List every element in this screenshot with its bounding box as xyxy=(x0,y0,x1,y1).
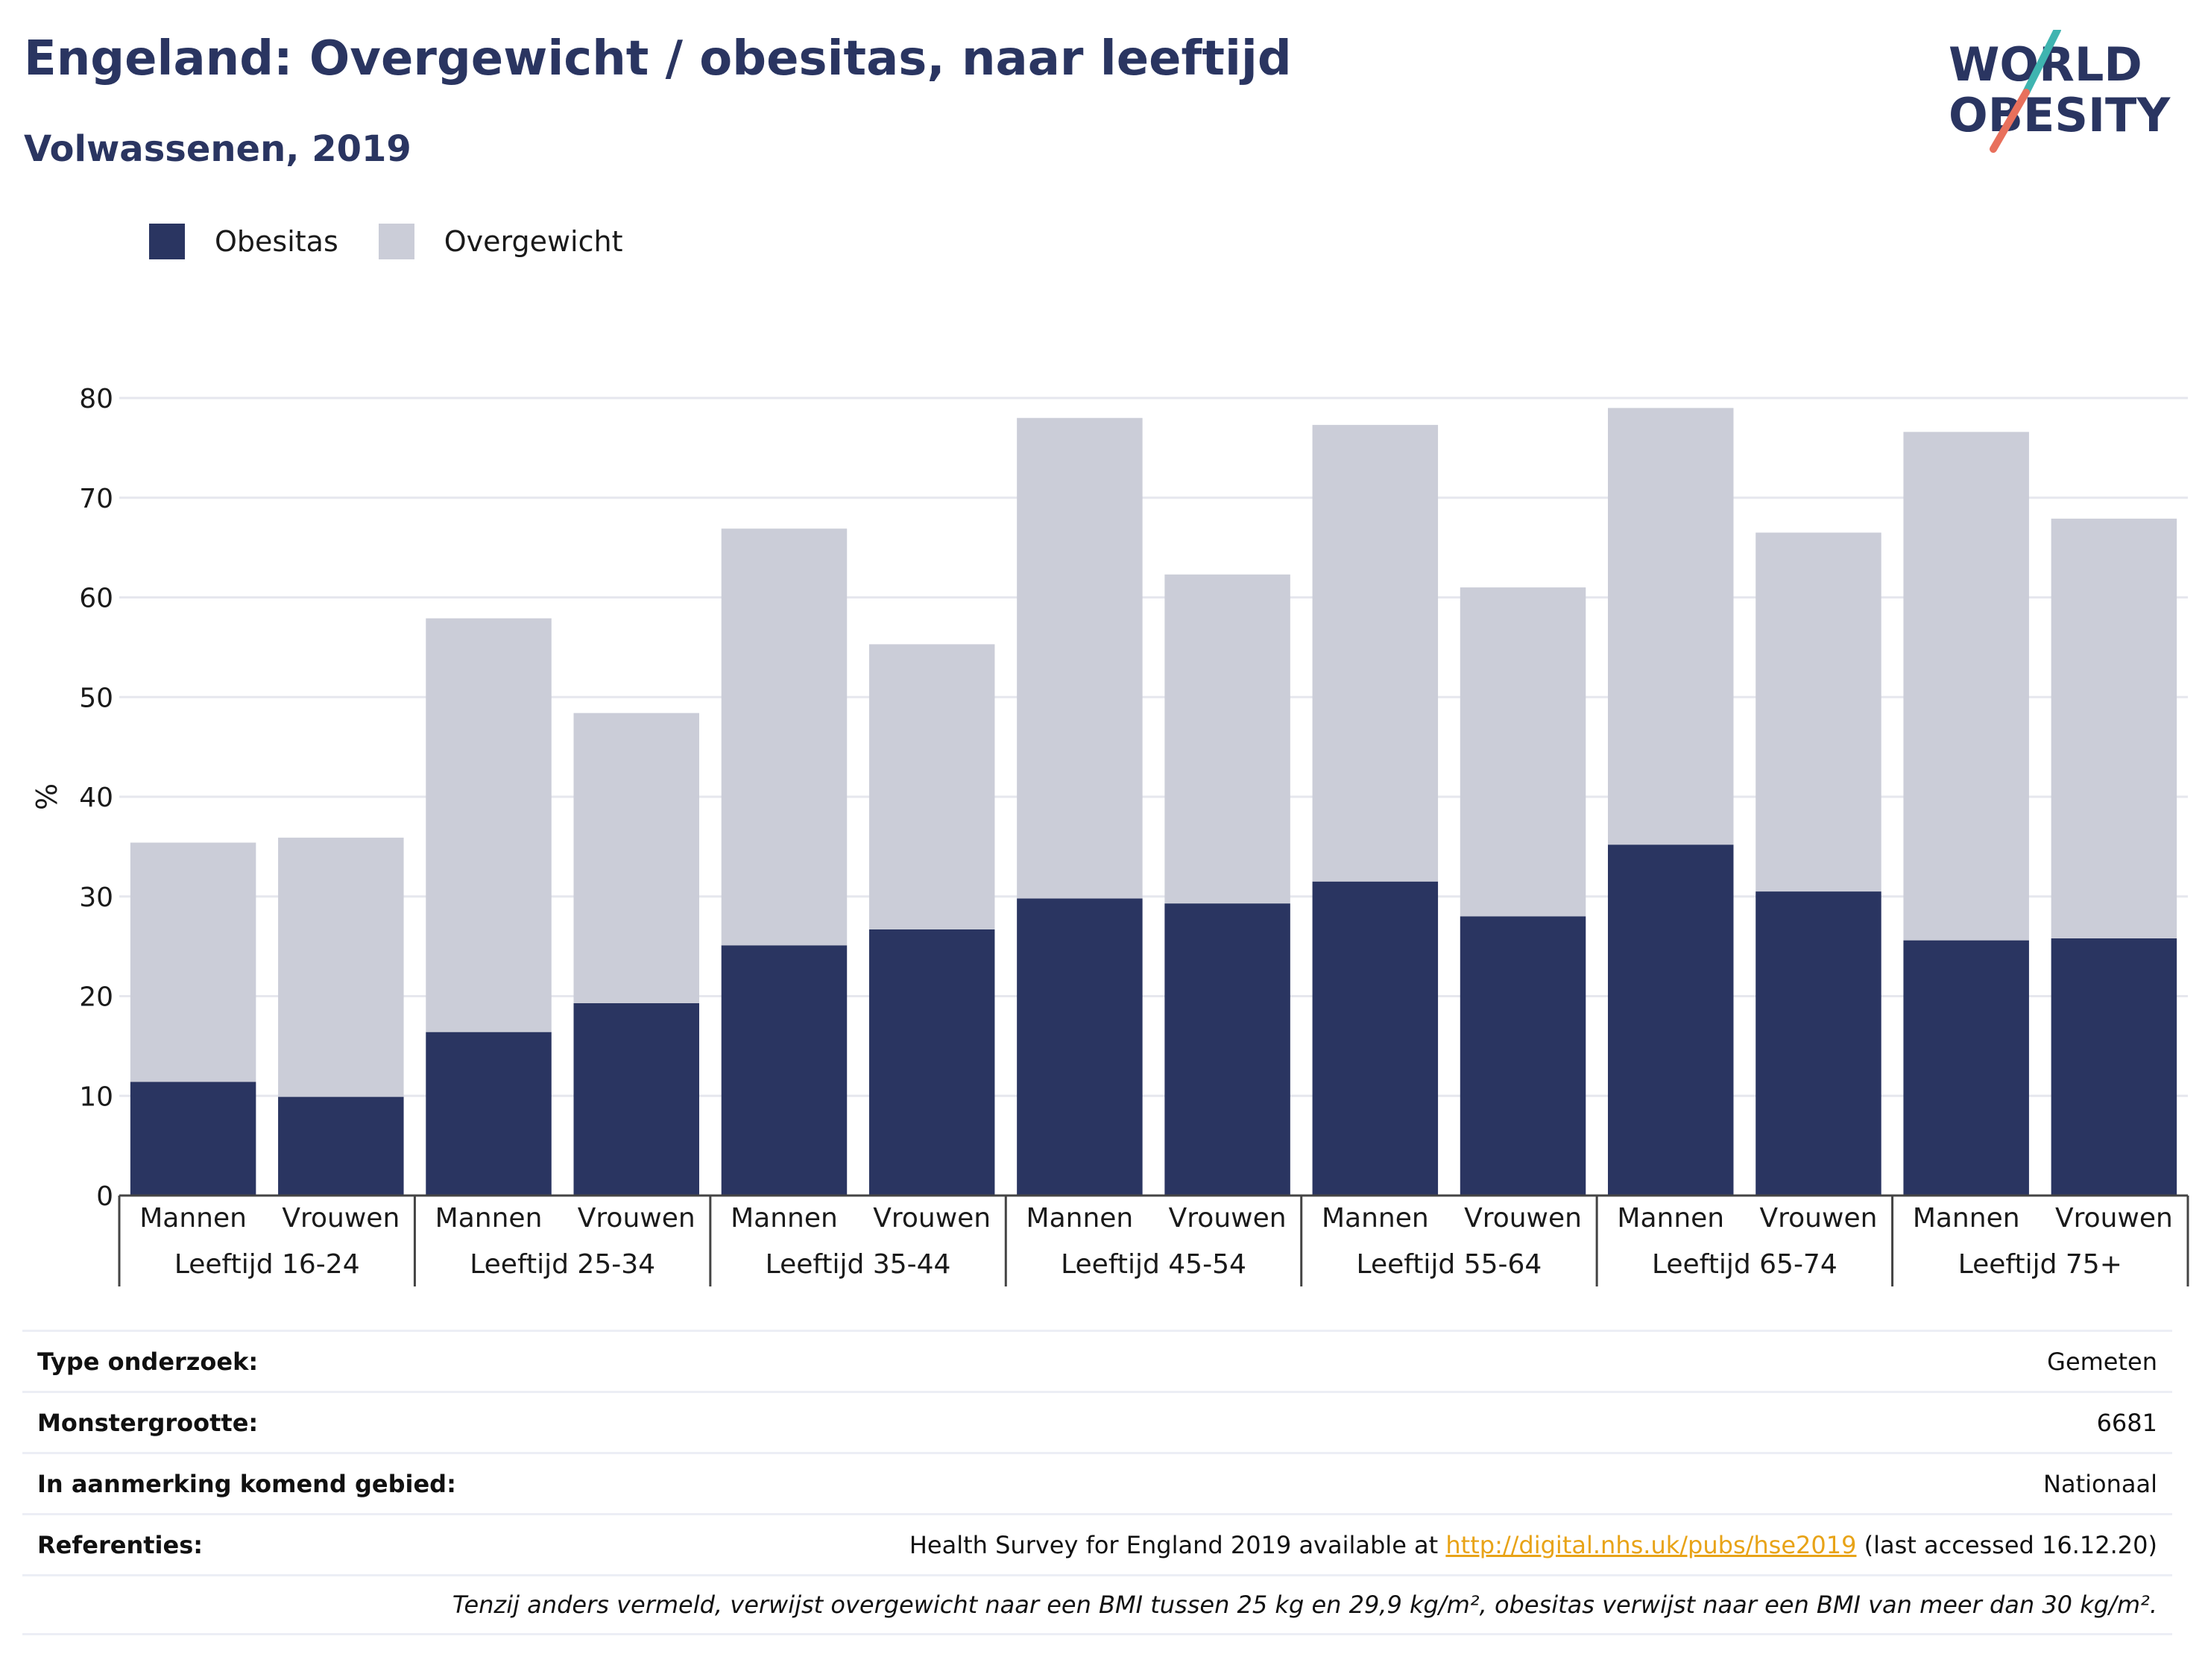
bar-obesitas-1 xyxy=(278,1096,404,1196)
bar-obesitas-11 xyxy=(1756,891,1881,1196)
meta-row-footnote: Tenzij anders vermeld, verwijst overgewi… xyxy=(22,1574,2172,1635)
y-tick-label-0: 0 xyxy=(96,1181,113,1212)
bar-obesitas-12 xyxy=(1903,940,2029,1196)
meta-refs-prefix: Health Survey for England 2019 available… xyxy=(909,1530,1446,1559)
bar-overgewicht-2 xyxy=(426,618,552,1032)
logo-slash-top xyxy=(2022,30,2061,96)
bar-obesitas-10 xyxy=(1608,844,1734,1196)
y-tick-label-70: 70 xyxy=(79,484,113,514)
meta-row-type: Type onderzoek: Gemeten xyxy=(22,1330,2172,1391)
x-sub-label-7: Vrouwen xyxy=(1169,1203,1287,1234)
legend-label-overgewicht: Overgewicht xyxy=(444,225,623,258)
logo-line2: OBESITY xyxy=(1949,88,2171,142)
chart-title: Engeland: Overgewicht / obesitas, naar l… xyxy=(24,31,1292,86)
bar-obesitas-2 xyxy=(426,1032,552,1196)
x-group-label-2: Leeftijd 35-44 xyxy=(766,1249,951,1280)
meta-sample-value: 6681 xyxy=(2096,1408,2157,1437)
bar-obesitas-6 xyxy=(1017,898,1143,1196)
bar-obesitas-9 xyxy=(1460,916,1586,1196)
y-tick-label-60: 60 xyxy=(79,584,113,614)
bar-obesitas-3 xyxy=(573,1002,699,1196)
stacked-bar-chart: 0 10 20 30 40 50 60 70 80% Mannen Vrouwen Mannen Vro… xyxy=(31,384,2189,1286)
bar-obesitas-5 xyxy=(868,929,995,1196)
y-tick-label-80: 80 xyxy=(79,384,113,414)
bar-overgewicht-8 xyxy=(1312,425,1439,882)
meta-area-label: In aanmerking komend gebied: xyxy=(37,1469,456,1498)
legend-label-obesitas: Obesitas xyxy=(215,225,338,258)
y-tick-label-20: 20 xyxy=(79,982,113,1013)
world-obesity-logo: WORLD OBESITY xyxy=(1949,30,2171,153)
bar-obesitas-13 xyxy=(2051,938,2177,1196)
x-sub-label-11: Vrouwen xyxy=(1760,1203,1878,1234)
bar-overgewicht-5 xyxy=(868,644,995,929)
x-sub-label-6: Mannen xyxy=(1026,1203,1134,1234)
meta-row-area: In aanmerking komend gebied: Nationaal xyxy=(22,1452,2172,1513)
meta-sample-label: Monstergrootte: xyxy=(37,1408,259,1437)
x-sub-label-0: Mannen xyxy=(139,1203,247,1234)
bar-obesitas-0 xyxy=(130,1081,256,1196)
meta-area-value: Nationaal xyxy=(2043,1469,2157,1498)
bar-overgewicht-1 xyxy=(278,837,404,1097)
logo-slash-bottom xyxy=(1990,89,2030,153)
chart-legend: Obesitas Overgewicht xyxy=(149,222,663,261)
bar-overgewicht-12 xyxy=(1903,432,2029,941)
bar-overgewicht-3 xyxy=(573,713,699,1003)
legend-swatch-obesitas xyxy=(149,224,185,259)
x-group-label-4: Leeftijd 55-64 xyxy=(1357,1249,1542,1280)
bar-overgewicht-7 xyxy=(1164,574,1290,904)
x-group-label-0: Leeftijd 16-24 xyxy=(174,1249,360,1280)
x-sub-label-9: Vrouwen xyxy=(1464,1203,1582,1234)
x-group-label-6: Leeftijd 75+ xyxy=(1958,1249,2122,1280)
reference-link[interactable]: http://digital.nhs.uk/pubs/hse2019 xyxy=(1445,1530,1857,1559)
y-tick-label-50: 50 xyxy=(79,683,113,713)
y-axis-label: % xyxy=(31,783,63,810)
bar-overgewicht-11 xyxy=(1756,532,1881,892)
x-sub-label-12: Mannen xyxy=(1913,1203,2020,1234)
bar-obesitas-8 xyxy=(1312,881,1439,1196)
legend-item-overgewicht: Overgewicht xyxy=(378,224,623,259)
chart-subtitle: Volwassenen, 2019 xyxy=(24,128,411,170)
x-group-label-3: Leeftijd 45-54 xyxy=(1061,1249,1246,1280)
x-sub-label-5: Vrouwen xyxy=(873,1203,991,1234)
bar-overgewicht-0 xyxy=(130,842,256,1082)
x-sub-label-8: Mannen xyxy=(1322,1203,1429,1234)
definition-footnote: Tenzij anders vermeld, verwijst overgewi… xyxy=(452,1591,2157,1619)
meta-row-sample: Monstergrootte: 6681 xyxy=(22,1391,2172,1452)
bar-overgewicht-10 xyxy=(1608,408,1734,845)
x-group-label-1: Leeftijd 25-34 xyxy=(470,1249,655,1280)
bar-obesitas-7 xyxy=(1164,903,1290,1196)
x-group-label-5: Leeftijd 65-74 xyxy=(1652,1249,1838,1280)
y-tick-label-30: 30 xyxy=(79,882,113,913)
legend-swatch-overgewicht xyxy=(378,224,414,259)
meta-refs-suffix: (last accessed 16.12.20) xyxy=(1856,1530,2157,1559)
legend-item-obesitas: Obesitas xyxy=(149,224,338,259)
meta-row-references: Referenties: Health Survey for England 2… xyxy=(22,1513,2172,1574)
y-tick-label-40: 40 xyxy=(79,783,113,813)
survey-info-table: Type onderzoek: Gemeten Monstergrootte: … xyxy=(22,1330,2172,1635)
bar-overgewicht-6 xyxy=(1017,417,1143,899)
meta-refs-value: Health Survey for England 2019 available… xyxy=(909,1531,2157,1559)
meta-refs-label: Referenties: xyxy=(37,1530,204,1559)
meta-type-label: Type onderzoek: xyxy=(37,1347,259,1376)
bar-overgewicht-13 xyxy=(2051,518,2177,938)
bar-overgewicht-4 xyxy=(721,528,848,946)
x-sub-label-13: Vrouwen xyxy=(2055,1203,2173,1234)
x-sub-label-1: Vrouwen xyxy=(282,1203,400,1234)
meta-type-value: Gemeten xyxy=(2047,1347,2157,1376)
y-tick-label-10: 10 xyxy=(79,1081,113,1112)
x-sub-label-2: Mannen xyxy=(435,1203,543,1234)
x-sub-label-3: Vrouwen xyxy=(578,1203,695,1234)
x-sub-label-4: Mannen xyxy=(731,1203,838,1234)
x-sub-label-10: Mannen xyxy=(1617,1203,1724,1234)
bar-obesitas-4 xyxy=(721,945,848,1196)
bar-overgewicht-9 xyxy=(1460,587,1586,917)
